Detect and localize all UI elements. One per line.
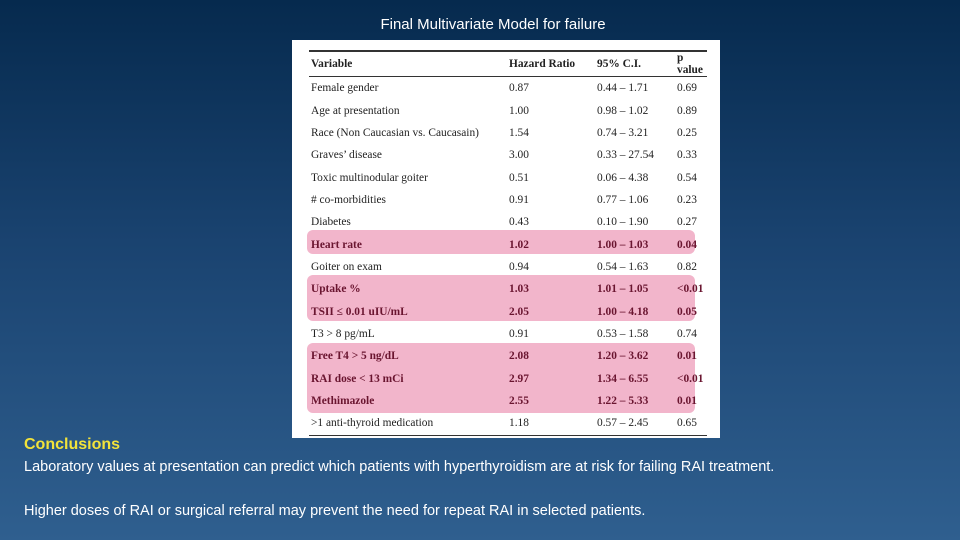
- table-image: Variable Hazard Ratio 95% C.I. p value F…: [292, 40, 720, 438]
- table-cell-hr: 0.91: [509, 193, 529, 206]
- table-cell-p: 0.01: [677, 350, 697, 363]
- table-cell-variable: Diabetes: [311, 216, 351, 229]
- column-header: Variable: [309, 51, 507, 77]
- table-cell-hr: 2.05: [509, 305, 529, 318]
- table-row: RAI dose < 13 mCi 2.97 1.34 – 6.55 <0.01: [309, 367, 707, 389]
- table-cell-variable: >1 anti-thyroid medication: [309, 412, 507, 436]
- table-cell-p: 0.05: [677, 305, 697, 318]
- table-cell-variable: RAI dose < 13 mCi: [311, 372, 404, 385]
- highlight-band: [307, 343, 695, 413]
- table-cell-ci: 0.06 – 4.38: [597, 171, 649, 184]
- table-cell-p: 0.69: [677, 82, 697, 95]
- column-header: 95% C.I.: [595, 51, 675, 77]
- table-cell-variable: Age at presentation: [311, 104, 400, 117]
- table-cell-variable: Free T4 > 5 ng/dL: [311, 350, 399, 363]
- table-row: Heart rate 1.02 1.00 – 1.03 0.04: [309, 233, 707, 255]
- table-cell-ci: 0.53 – 1.58: [597, 327, 649, 340]
- highlight-band: [307, 230, 695, 254]
- table-cell-ci: 0.74 – 3.21: [597, 126, 649, 139]
- table-cell-hr: 0.43: [509, 216, 529, 229]
- table-cell-ci: 1.22 – 5.33: [597, 394, 649, 407]
- table-cell-p: 0.82: [677, 260, 697, 273]
- table-cell-p: 0.01: [677, 394, 697, 407]
- table-cell-variable: Female gender: [311, 82, 379, 95]
- table-cell-p: <0.01: [677, 283, 704, 296]
- conclusions-heading: Conclusions: [24, 436, 121, 453]
- highlight-band: [307, 275, 695, 321]
- table-row: Female gender 0.87 0.44 – 1.71 0.69: [309, 77, 707, 100]
- table-header-row: Variable Hazard Ratio 95% C.I. p value: [309, 51, 707, 77]
- table-cell-p: <0.01: [677, 372, 704, 385]
- table-cell-p: 0.25: [677, 126, 697, 139]
- table-row: TSII ≤ 0.01 uIU/mL 2.05 1.00 – 4.18 0.05: [309, 300, 707, 322]
- table-row: Age at presentation 1.00 0.98 – 1.02 0.89: [309, 99, 707, 121]
- table-cell-variable: Goiter on exam: [311, 260, 382, 273]
- table-row: # co-morbidities 0.91 0.77 – 1.06 0.23: [309, 189, 707, 211]
- table-row: >1 anti-thyroid medication 1.18 0.57 – 2.4…: [309, 412, 707, 436]
- column-header: Hazard Ratio: [507, 51, 595, 77]
- table-cell-p: 0.54: [677, 171, 697, 184]
- table-row: Methimazole 2.55 1.22 – 5.33 0.01: [309, 390, 707, 412]
- table-cell-ci: 1.34 – 6.55: [597, 372, 649, 385]
- table-cell-variable: T3 > 8 pg/mL: [311, 327, 375, 340]
- table-cell-p: 0.65: [675, 412, 707, 436]
- table-row: Race (Non Caucasian vs. Caucasain) 1.54 0.…: [309, 122, 707, 144]
- table-cell-hr: 1.54: [509, 126, 529, 139]
- table-cell-hr: 1.03: [509, 283, 529, 296]
- table-cell-hr: 1.00: [509, 104, 529, 117]
- table-cell-ci: 0.44 – 1.71: [597, 82, 649, 95]
- table-cell-ci: 1.00 – 4.18: [597, 305, 649, 318]
- table-cell-hr: 1.02: [509, 238, 529, 251]
- table-cell-variable: Race (Non Caucasian vs. Caucasain): [311, 126, 479, 139]
- table-cell-variable: Heart rate: [311, 238, 362, 251]
- table-cell-variable: Methimazole: [311, 394, 375, 407]
- table-cell-hr: 3.00: [509, 149, 529, 162]
- table-cell-hr: 2.55: [509, 394, 529, 407]
- column-header: p value: [675, 51, 707, 77]
- table-cell-ci: 0.10 – 1.90: [597, 216, 649, 229]
- table-cell-p: 0.04: [677, 238, 697, 251]
- table-cell-ci: 0.77 – 1.06: [597, 193, 649, 206]
- conclusion-text: Higher doses of RAI or surgical referral…: [24, 503, 646, 519]
- table-body: Female gender 0.87 0.44 – 1.71 0.69 Age at p…: [309, 77, 707, 436]
- table-cell-ci: 0.54 – 1.63: [597, 260, 649, 273]
- table-row: Diabetes 0.43 0.10 – 1.90 0.27: [309, 211, 707, 233]
- slide-title: Final Multivariate Model for failure: [380, 16, 606, 33]
- table-cell-variable: Graves’ disease: [311, 149, 382, 162]
- table-cell-ci: 0.33 – 27.54: [597, 149, 654, 162]
- table-cell-p: 0.74: [677, 327, 697, 340]
- table-cell-hr: 0.51: [509, 171, 529, 184]
- table-cell-p: 0.33: [677, 149, 697, 162]
- table-cell-hr: 2.97: [509, 372, 529, 385]
- table-cell-variable: Uptake %: [311, 283, 361, 296]
- table-row: Free T4 > 5 ng/dL 2.08 1.20 – 3.62 0.01: [309, 345, 707, 367]
- conclusion-text: Laboratory values at presentation can pr…: [24, 459, 775, 475]
- table-cell-variable: TSII ≤ 0.01 uIU/mL: [311, 305, 408, 318]
- table-cell-hr: 0.87: [509, 82, 529, 95]
- table-cell-p: 0.27: [677, 216, 697, 229]
- table-row: Goiter on exam 0.94 0.54 – 1.63 0.82: [309, 256, 707, 278]
- table-cell-variable: # co-morbidities: [311, 193, 386, 206]
- table-cell-hr: 1.18: [507, 412, 595, 436]
- table-cell-ci: 1.20 – 3.62: [597, 350, 649, 363]
- table-row: Uptake % 1.03 1.01 – 1.05 <0.01: [309, 278, 707, 300]
- table-cell-p: 0.89: [677, 104, 697, 117]
- table-cell-ci: 0.98 – 1.02: [597, 104, 649, 117]
- table-cell-ci: 1.01 – 1.05: [597, 283, 649, 296]
- results-table: Variable Hazard Ratio 95% C.I. p value F…: [309, 50, 707, 436]
- table-cell-ci: 0.57 – 2.45: [595, 412, 675, 436]
- table-cell-hr: 0.91: [509, 327, 529, 340]
- table-row: Graves’ disease 3.00 0.33 – 27.54 0.33: [309, 144, 707, 166]
- table-cell-p: 0.23: [677, 193, 697, 206]
- table-row: T3 > 8 pg/mL 0.91 0.53 – 1.58 0.74: [309, 323, 707, 345]
- table-cell-variable: Toxic multinodular goiter: [311, 171, 428, 184]
- table-cell-ci: 1.00 – 1.03: [597, 238, 649, 251]
- table-row: Toxic multinodular goiter 0.51 0.06 – 4.38…: [309, 166, 707, 188]
- table-cell-hr: 0.94: [509, 260, 529, 273]
- table-cell-hr: 2.08: [509, 350, 529, 363]
